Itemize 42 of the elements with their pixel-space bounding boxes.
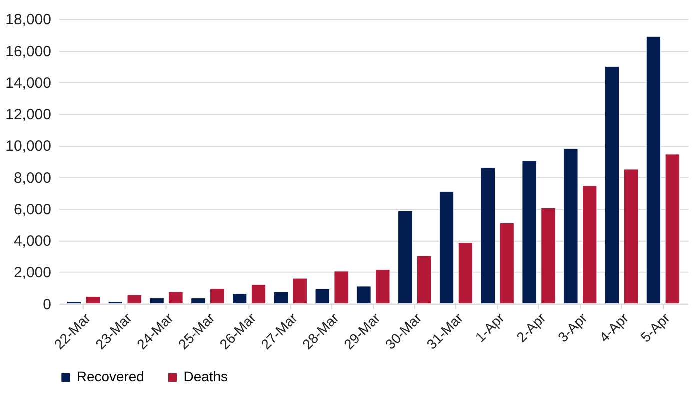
bar — [458, 242, 474, 304]
y-tick-label: 6,000 — [14, 201, 52, 218]
y-tick-label: 0 — [43, 296, 52, 314]
y-tick-label: 16,000 — [6, 43, 52, 60]
bar — [127, 294, 142, 304]
bar — [315, 288, 330, 304]
bar — [292, 278, 308, 304]
bar — [334, 271, 349, 304]
bar — [232, 293, 248, 304]
y-tick-label: 14,000 — [6, 74, 52, 92]
bar — [416, 256, 432, 304]
bar — [376, 270, 390, 304]
bar — [500, 222, 514, 304]
bar — [191, 298, 206, 304]
bar — [582, 186, 598, 304]
y-tick-label: 18,000 — [6, 12, 52, 29]
bar — [150, 298, 164, 304]
bar — [624, 169, 639, 304]
bar — [108, 302, 124, 304]
bar — [66, 302, 82, 304]
bar — [210, 288, 225, 304]
bar — [522, 160, 537, 304]
bar — [86, 296, 101, 304]
y-tick-label: 8,000 — [14, 170, 52, 187]
bar — [665, 154, 680, 304]
y-tick-label: 12,000 — [6, 106, 52, 124]
bar — [168, 292, 184, 304]
bar — [564, 148, 578, 304]
y-tick-label: 10,000 — [6, 138, 52, 156]
bar — [541, 208, 556, 304]
bar — [251, 284, 266, 304]
bar — [356, 286, 372, 304]
bar — [398, 210, 413, 304]
y-tick-label: 4,000 — [14, 233, 52, 250]
legend-label: Deaths — [184, 368, 228, 385]
bar — [274, 292, 289, 304]
bar — [604, 66, 620, 304]
bar — [480, 168, 496, 304]
legend-label: Recovered — [76, 368, 144, 385]
bar — [439, 192, 454, 304]
bar — [646, 36, 662, 304]
y-tick-label: 2,000 — [14, 264, 52, 282]
